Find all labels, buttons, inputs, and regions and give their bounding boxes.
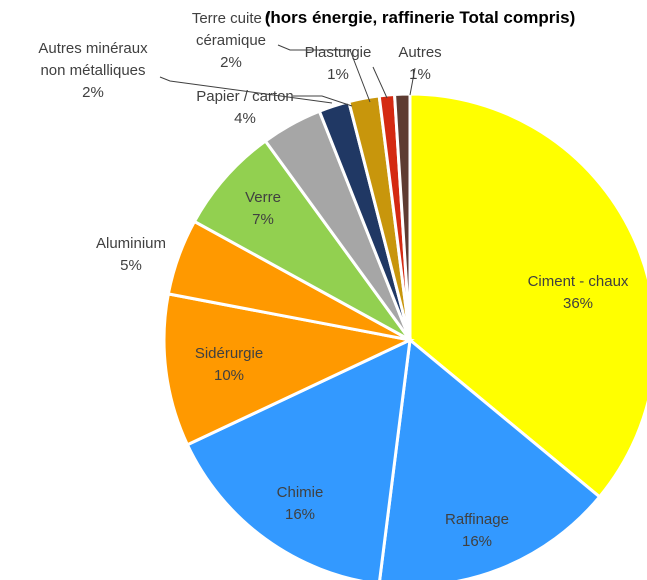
slice-label-ciment-chaux: Ciment - chaux 36% (528, 273, 629, 312)
chart-title: (hors énergie, raffinerie Total compris) (265, 8, 575, 27)
slice-label-chimie: Chimie 16% (277, 484, 324, 523)
pie-slices (162, 92, 647, 580)
pie-slice-raffinage (378, 337, 602, 580)
slice-label-siderurgie: Sidérurgie 10% (195, 345, 263, 384)
slice-label-plasturgie: Plasturgie 1% (305, 44, 372, 83)
slice-label-verre: Verre 7% (245, 189, 281, 228)
leader-line-terre-cuite (277, 44, 371, 103)
leader-line-autres (409, 67, 416, 96)
slice-label-terre-cuite: Terre cuite / céramique 2% (192, 10, 271, 71)
pie-slice-siderurgie (162, 292, 415, 447)
slice-label-papier-carton: Papier / carton 4% (196, 88, 294, 127)
pie-slice-ciment-chaux (408, 92, 647, 499)
leader-line-plasturgie (372, 66, 388, 99)
leader-line-papier-carton (293, 95, 353, 107)
leader-line-autres-mineraux (159, 76, 333, 104)
slice-label-autres-mineraux: Autres minéraux non métalliques 2% (38, 40, 148, 101)
slice-label-aluminium: Aluminium 5% (96, 235, 166, 274)
slice-labels: Ciment - chaux 36% Raffinage 16% Chimie 16% Si… (38, 10, 629, 550)
slice-label-raffinage: Raffinage 16% (445, 511, 509, 550)
slice-label-autres: Autres 1% (398, 44, 441, 83)
leader-lines (159, 44, 416, 107)
pie-slice-verre (192, 138, 412, 342)
